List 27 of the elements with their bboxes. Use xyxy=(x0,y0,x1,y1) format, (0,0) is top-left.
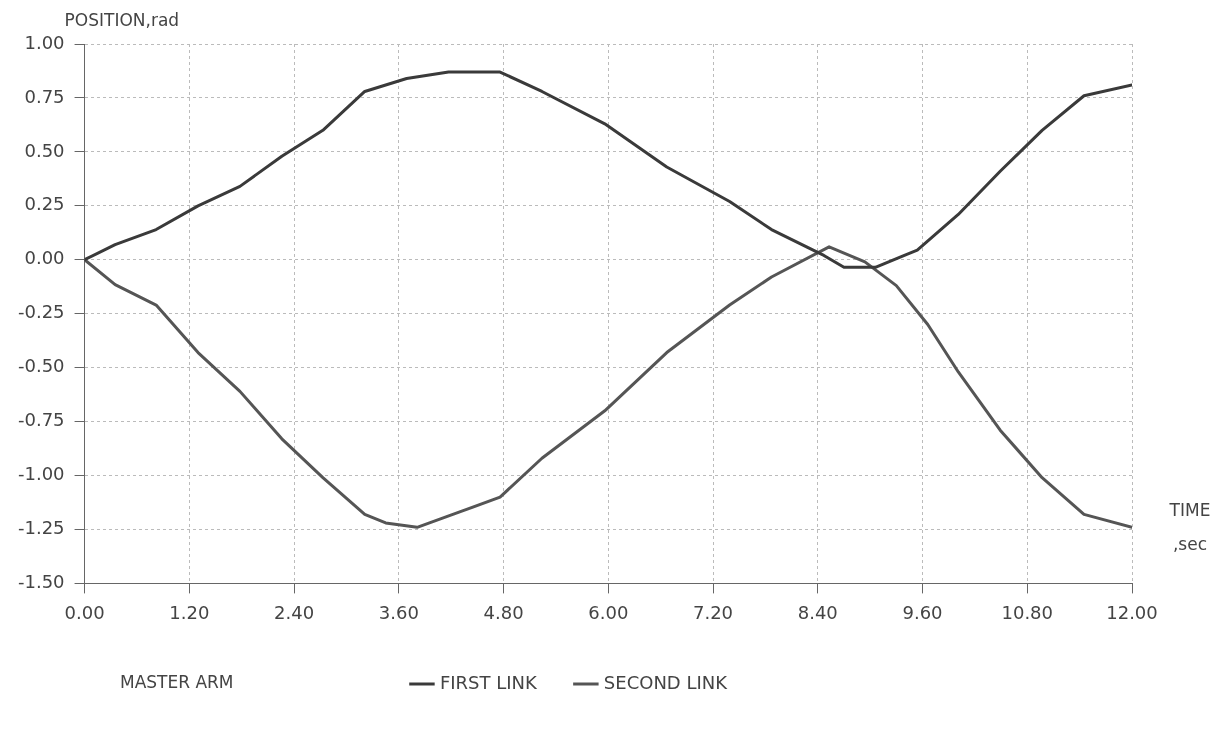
y-axis-title: POSITION,rad xyxy=(64,9,180,30)
y-tick-label: -1.25 xyxy=(18,517,65,539)
x-tick-label: 7.20 xyxy=(692,601,734,623)
legend-label: FIRST LINK xyxy=(439,671,539,693)
x-tick-label: 0.00 xyxy=(64,601,105,623)
y-tick-label: 1.00 xyxy=(24,31,65,53)
y-tick-label: -0.50 xyxy=(18,355,65,377)
y-tick-label: -1.00 xyxy=(18,463,65,485)
x-tick-label: 1.20 xyxy=(169,601,210,623)
x-tick-label: 9.60 xyxy=(902,601,943,623)
y-tick-label: 0.25 xyxy=(24,193,65,215)
y-tick-label: -0.25 xyxy=(18,301,65,323)
x-tick-label: 10.80 xyxy=(1001,601,1054,623)
y-tick-label: 0.00 xyxy=(24,247,65,269)
x-tick-label: 12.00 xyxy=(1106,601,1158,623)
legend-label: SECOND LINK xyxy=(603,671,729,693)
text: MASTER ARM xyxy=(120,672,234,692)
x-tick-label: 8.40 xyxy=(797,601,838,623)
y-tick-label: 0.50 xyxy=(24,139,65,161)
x-tick-label: 3.60 xyxy=(378,601,419,623)
x-tick-label: 2.40 xyxy=(274,601,315,623)
x-tick-label: 6.00 xyxy=(588,601,629,623)
x-axis-title: TIME ,sec xyxy=(1168,499,1211,554)
x-tick-label: 4.80 xyxy=(483,601,524,623)
y-tick-label: 0.75 xyxy=(24,85,65,107)
y-tick-label: -1.50 xyxy=(18,571,65,593)
y-tick-label: -0.75 xyxy=(18,409,65,431)
